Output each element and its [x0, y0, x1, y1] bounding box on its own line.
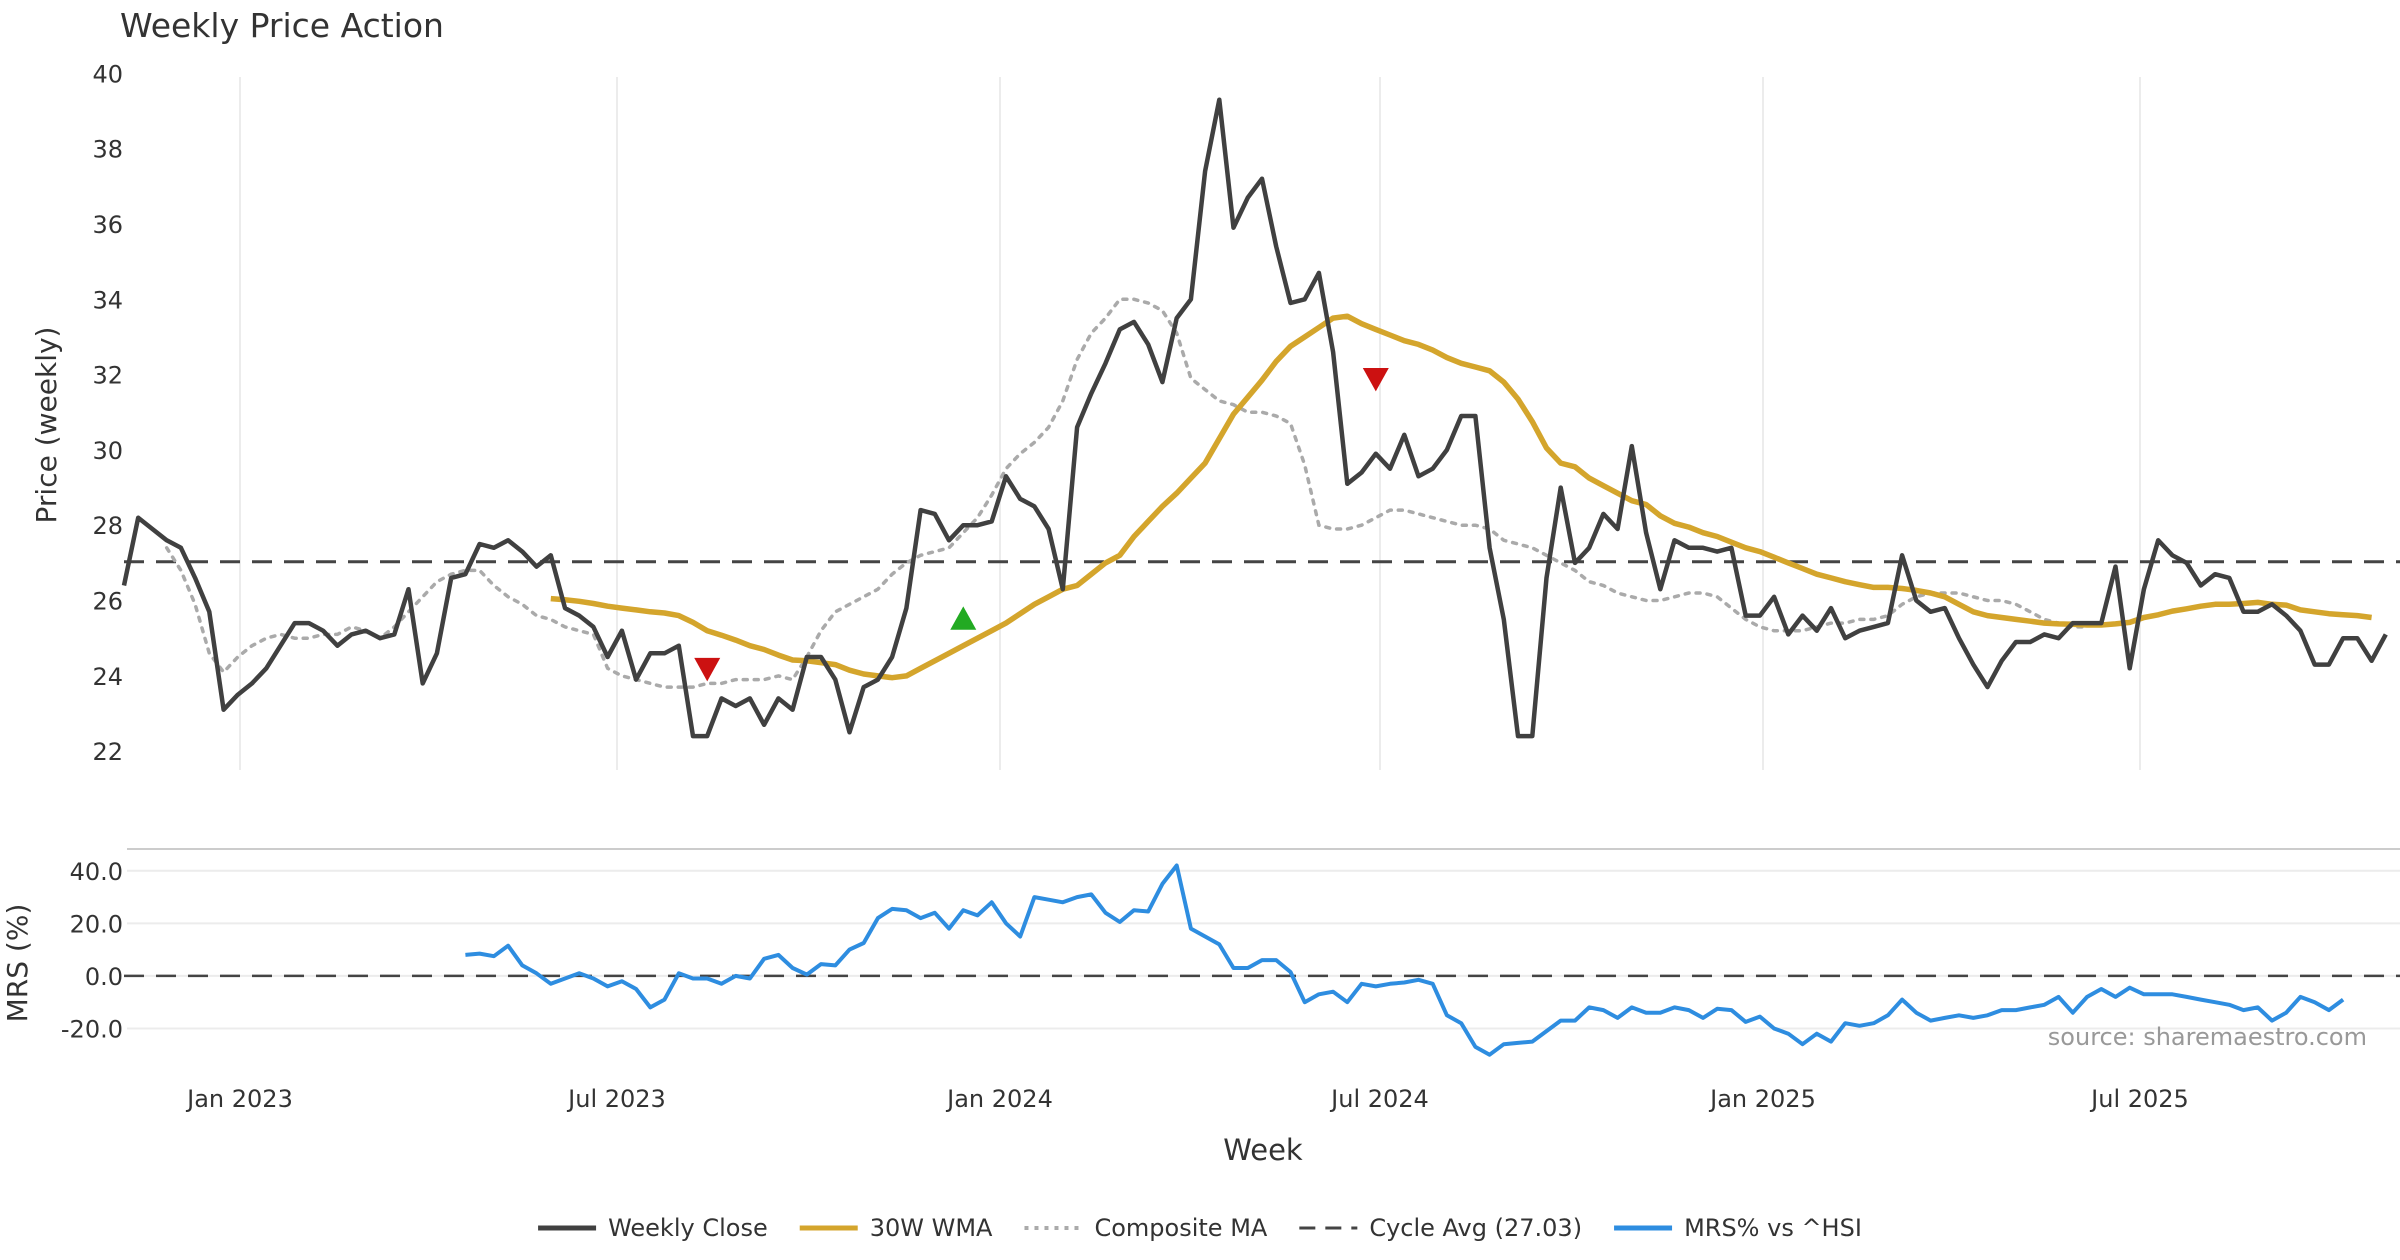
series-weekly-close — [121, 97, 2388, 739]
x-ticks: Jan 2023 Jul 2023 Jan 2024 Jul 2024 Jan 2025… — [185, 1085, 2189, 1113]
mrs-y-tick-label: 40.0 — [70, 858, 123, 886]
price-y-tick-label: 32 — [92, 362, 123, 390]
price-y-tick-label: 22 — [92, 738, 123, 766]
mrs-grid — [127, 869, 2400, 1030]
price-y-tick-label: 28 — [92, 512, 123, 540]
price-y-tick-label: 40 — [92, 60, 123, 88]
x-tick-label: Jul 2025 — [2089, 1085, 2189, 1113]
legend-label: Cycle Avg (27.03) — [1369, 1214, 1582, 1242]
signal-markers — [694, 367, 1389, 682]
price-y-tick-label: 26 — [92, 588, 123, 616]
price-y-tick-label: 34 — [92, 286, 123, 314]
price-y-tick-label: 30 — [92, 437, 123, 465]
chart-title: Weekly Price Action — [120, 6, 444, 45]
price-y-ticks: 22 24 26 28 30 32 34 36 38 40 — [92, 60, 123, 766]
mrs-y-tick-label: -20.0 — [61, 1015, 123, 1043]
source-annotation: source: sharemaestro.com — [2048, 1023, 2367, 1051]
price-y-tick-label: 24 — [92, 663, 123, 691]
sell-signal-marker — [1362, 367, 1389, 392]
price-y-axis-label: Price (weekly) — [30, 327, 63, 524]
legend-label: MRS% vs ^HSI — [1684, 1214, 1862, 1242]
series-30w-wma — [550, 313, 2372, 681]
mrs-y-axis-label: MRS (%) — [1, 904, 34, 1023]
legend-label: Weekly Close — [608, 1214, 768, 1242]
x-tick-label: Jul 2024 — [1329, 1085, 1429, 1113]
legend-label: 30W WMA — [870, 1214, 993, 1242]
mrs-y-ticks: 40.0 20.0 0.0 -20.0 — [61, 858, 123, 1044]
mrs-y-tick-label: 0.0 — [85, 963, 123, 991]
x-tick-label: Jul 2023 — [566, 1085, 666, 1113]
legend-label: Composite MA — [1094, 1214, 1267, 1242]
series-mrs-vs-hsi — [465, 863, 2345, 1057]
x-axis-label: Week — [1223, 1133, 1303, 1167]
legend: Weekly Close 30W WMA Composite MA Cycle Avg… — [538, 1214, 1862, 1242]
price-y-tick-label: 36 — [92, 211, 123, 239]
buy-signal-marker — [950, 606, 977, 630]
x-tick-label: Jan 2025 — [1708, 1085, 1816, 1113]
x-tick-label: Jan 2024 — [945, 1085, 1053, 1113]
price-y-tick-label: 38 — [92, 136, 123, 164]
x-tick-label: Jan 2023 — [185, 1085, 293, 1113]
mrs-y-tick-label: 20.0 — [70, 910, 123, 938]
series-composite-ma — [164, 297, 2089, 689]
price-grid — [239, 77, 2141, 770]
sell-signal-marker — [694, 657, 721, 682]
